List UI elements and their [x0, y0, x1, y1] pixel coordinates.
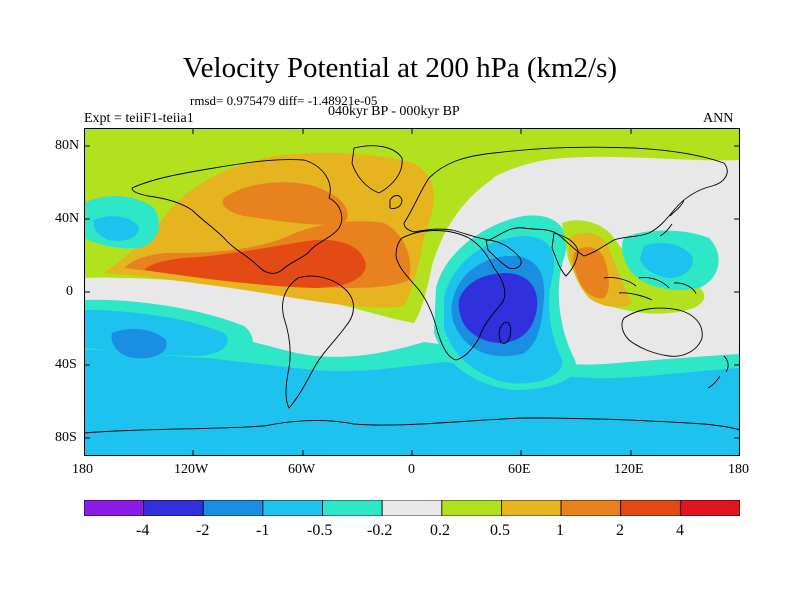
coastline-maritime-islands	[603, 277, 697, 301]
colorbar-box-6	[441, 500, 502, 516]
field-americas-pos-1-north	[222, 182, 348, 225]
coastline-greenland	[351, 145, 403, 194]
colorbar-box-4	[322, 500, 383, 516]
colorbar-label-4: 4	[676, 522, 684, 539]
colorbar-label-0-5: 0.5	[490, 522, 510, 539]
colorbar-label-neg0-2: -0.2	[367, 522, 393, 539]
colorbar-box-10	[679, 500, 740, 516]
coastline-india	[551, 232, 579, 277]
colorbar-label-neg4: -4	[136, 522, 150, 539]
coastline-arabia	[485, 239, 522, 269]
map-title: Velocity Potential at 200 hPa (km2/s)	[182, 52, 618, 84]
colorbar-box-5	[381, 500, 443, 516]
season-label: ANN	[703, 111, 734, 126]
lat-label-40n: 40N	[55, 211, 80, 226]
coastline-antarctica	[84, 417, 740, 434]
coastline-madagascar	[498, 321, 512, 344]
colorbar-box-9	[620, 500, 681, 516]
coastline-eurasia	[403, 146, 728, 257]
field-south-pacific-neg-1	[111, 328, 167, 359]
colorbar-box-0	[84, 500, 145, 516]
lat-label-40s: 40S	[55, 357, 77, 372]
colorbar-box-8	[560, 500, 622, 516]
field-southern-band-edge	[84, 322, 740, 379]
coastline-japan	[659, 199, 685, 237]
field-maritime-pos-1	[573, 246, 609, 299]
colorbar-label-neg1: -1	[256, 522, 270, 539]
colorbar-box-1	[143, 500, 204, 516]
colorbar-label-neg2: -2	[196, 522, 210, 539]
colorbar	[84, 500, 740, 516]
lon-label-60w: 60W	[288, 462, 316, 477]
lat-label-equator: 0	[66, 284, 73, 299]
lon-label-180-east: 180	[728, 462, 749, 477]
colorbar-box-2	[202, 500, 264, 516]
velocity-potential-map	[84, 128, 740, 456]
axis-ticks	[84, 128, 740, 456]
colorbar-label-0-2: 0.2	[430, 522, 450, 539]
coastline-africa	[395, 230, 506, 361]
field-southern-band	[84, 347, 740, 456]
lat-label-80s: 80S	[55, 430, 77, 445]
coastline-south-america	[282, 275, 354, 409]
coastline-new-zealand	[707, 355, 729, 389]
colorbar-label-neg0-5: -0.5	[307, 522, 333, 539]
experiment-label: Expt = teiiF1-teiia1	[84, 111, 194, 126]
field-west-pacific-neg-0-5	[640, 243, 693, 278]
lat-label-80n: 80N	[55, 138, 80, 153]
colorbar-label-2: 2	[616, 522, 624, 539]
coastline-australia	[621, 307, 703, 357]
lon-label-180-west: 180	[72, 462, 93, 477]
lon-label-120e: 120E	[614, 462, 644, 477]
rmsd-diff-stats: rmsd= 0.975479 diff= -1.48921e-05	[190, 93, 378, 108]
field-north-pacific-neg-0-5	[93, 216, 139, 241]
lon-label-0: 0	[408, 462, 415, 477]
colorbar-box-3	[262, 500, 323, 516]
coastline-british-isles	[389, 195, 403, 209]
coastline-north-america	[131, 159, 343, 274]
lon-label-60e: 60E	[508, 462, 531, 477]
colorbar-label-1: 1	[556, 522, 564, 539]
lon-label-120w: 120W	[174, 462, 209, 477]
period-label: 040kyr BP - 000kyr BP	[328, 104, 460, 119]
colorbar-box-7	[501, 500, 562, 516]
